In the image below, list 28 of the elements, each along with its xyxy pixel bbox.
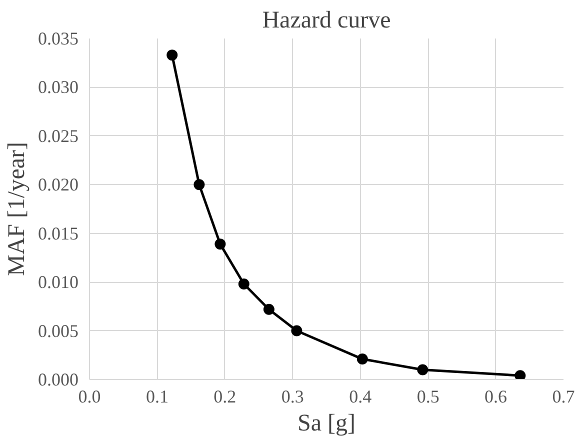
- x-tick-label: 0.4: [349, 386, 372, 406]
- x-tick-label: 0.1: [146, 386, 168, 406]
- point: [214, 238, 226, 250]
- point: [356, 354, 368, 365]
- x-tick-label: 0.0: [78, 386, 101, 406]
- point: [194, 179, 205, 190]
- x-tick-label: 0.2: [214, 386, 236, 406]
- point: [166, 50, 178, 61]
- x-axis-title: Sa [g]: [298, 410, 356, 436]
- point: [417, 364, 428, 376]
- y-tick-label: 0.030: [38, 77, 78, 98]
- y-tick-label: 0.005: [38, 320, 78, 341]
- y-axis-title: MAF [1/year]: [4, 142, 30, 276]
- chart-title: Hazard curve: [262, 8, 391, 34]
- y-tick-label: 0.020: [38, 174, 78, 195]
- y-tick-label: 0.035: [38, 28, 78, 48]
- x-tick-label: 0.5: [416, 386, 440, 406]
- y-tick-label: 0.000: [38, 370, 78, 390]
- y-tick-label: 0.015: [38, 223, 78, 244]
- point: [514, 370, 526, 380]
- x-tick-label: 0.7: [552, 386, 575, 406]
- x-tick-label: 0.3: [281, 386, 304, 406]
- x-tick-label: 0.6: [484, 386, 508, 406]
- y-tick-label: 0.010: [38, 272, 78, 292]
- point: [263, 304, 274, 315]
- point: [291, 325, 302, 336]
- point: [238, 278, 250, 290]
- y-tick-label: 0.025: [38, 126, 78, 146]
